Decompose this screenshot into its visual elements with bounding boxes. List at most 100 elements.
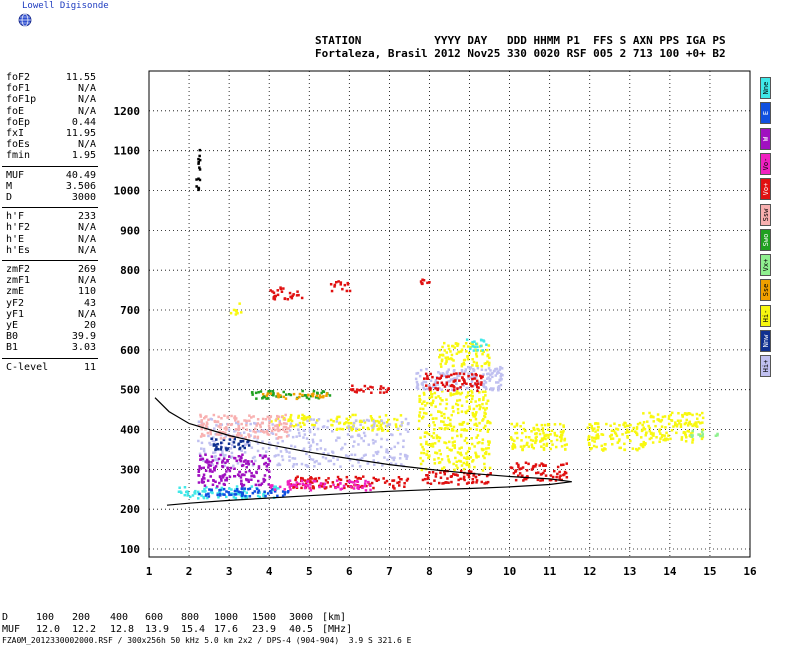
echo-point: [210, 488, 213, 492]
echo-point: [595, 434, 598, 437]
echo-point: [241, 484, 244, 488]
echo-point: [322, 395, 325, 398]
echo-point: [267, 433, 271, 436]
echo-point: [544, 474, 548, 477]
echo-point: [422, 391, 426, 395]
echo-point: [482, 454, 485, 458]
echo-point: [303, 423, 306, 426]
echo-point: [470, 442, 474, 446]
echo-point: [465, 436, 468, 440]
param-fof1p: foF1p N/A: [6, 94, 96, 106]
echo-point: [288, 451, 291, 454]
echo-point: [310, 477, 313, 480]
echo-point: [252, 430, 255, 433]
echo-point: [454, 473, 457, 476]
param-separator: [2, 165, 98, 167]
echo-point: [434, 384, 437, 387]
echo-point: [513, 444, 516, 447]
echo-point: [662, 438, 665, 442]
plot-frame: [148, 70, 751, 558]
echo-point: [596, 425, 600, 429]
param-zmf1: zmF1 N/A: [6, 275, 96, 287]
echo-point: [448, 440, 451, 444]
echo-point: [221, 461, 224, 464]
x-tick-label: 14: [663, 565, 677, 578]
echo-point: [280, 415, 284, 419]
echo-point: [437, 435, 440, 439]
echo-point: [212, 436, 215, 439]
echo-point: [320, 391, 323, 395]
echo-point: [236, 492, 240, 496]
echo-point: [264, 461, 267, 465]
echo-point: [197, 439, 200, 443]
echo-point: [247, 460, 250, 463]
echo-point: [225, 490, 228, 493]
echo-point: [311, 458, 315, 461]
echo-point: [437, 439, 441, 443]
echo-point: [605, 422, 608, 426]
echo-point: [269, 389, 272, 393]
echo-point: [197, 468, 201, 472]
echo-point: [382, 421, 386, 425]
echo-point: [701, 411, 704, 415]
echo-point: [465, 482, 469, 485]
echo-point: [267, 397, 270, 400]
echo-point: [214, 458, 217, 462]
echo-point: [587, 434, 591, 438]
echo-point: [332, 483, 335, 487]
echo-point: [240, 494, 244, 497]
echo-point: [270, 393, 274, 396]
echo-point: [283, 493, 286, 496]
echo-point: [292, 483, 295, 486]
echo-point: [231, 436, 235, 439]
echo-point: [339, 281, 343, 284]
echo-point: [386, 458, 389, 462]
legend-label: Vx+: [761, 258, 770, 272]
echo-point: [425, 431, 429, 435]
echo-point: [215, 424, 218, 427]
echo-point: [701, 433, 704, 436]
echo-point: [467, 372, 470, 375]
echo-point: [716, 432, 719, 436]
echo-point: [306, 465, 310, 468]
echo-point: [496, 370, 499, 373]
echo-point: [308, 455, 311, 458]
echo-point: [635, 433, 639, 437]
echo-point: [431, 375, 434, 379]
echo-point: [472, 413, 475, 416]
footer-file-info: FZA0M_2012330002000.RSF / 300x256h 50 kH…: [2, 636, 412, 645]
echo-point: [515, 462, 519, 465]
echo-point: [292, 463, 296, 466]
echo-point: [701, 428, 705, 431]
echo-point: [315, 443, 319, 446]
param-label: D: [6, 192, 13, 203]
echo-point: [592, 444, 596, 448]
echo-point: [274, 433, 278, 436]
echo-point: [440, 427, 443, 430]
echo-point: [297, 293, 300, 297]
echo-point: [189, 495, 192, 499]
echo-point: [354, 475, 358, 479]
echo-point: [429, 379, 433, 382]
echo-point: [641, 423, 644, 427]
param-label: MUF: [6, 169, 25, 181]
echo-point: [459, 451, 462, 455]
echo-point: [281, 494, 285, 497]
echo-point: [286, 483, 290, 486]
echo-point: [475, 383, 478, 386]
echo-point: [202, 449, 206, 453]
echo-point: [295, 294, 299, 297]
echo-point: [241, 497, 244, 500]
echo-point: [308, 428, 312, 431]
param-value: N/A: [77, 308, 96, 320]
echo-point: [667, 414, 671, 418]
echo-point: [425, 412, 428, 415]
echo-point: [293, 457, 297, 460]
echo-point: [455, 372, 458, 375]
echo-point: [469, 456, 472, 459]
echo-point: [234, 497, 238, 500]
echo-point: [183, 486, 187, 489]
echo-point: [679, 419, 682, 422]
echo-point: [659, 420, 662, 423]
echo-point: [481, 419, 484, 422]
